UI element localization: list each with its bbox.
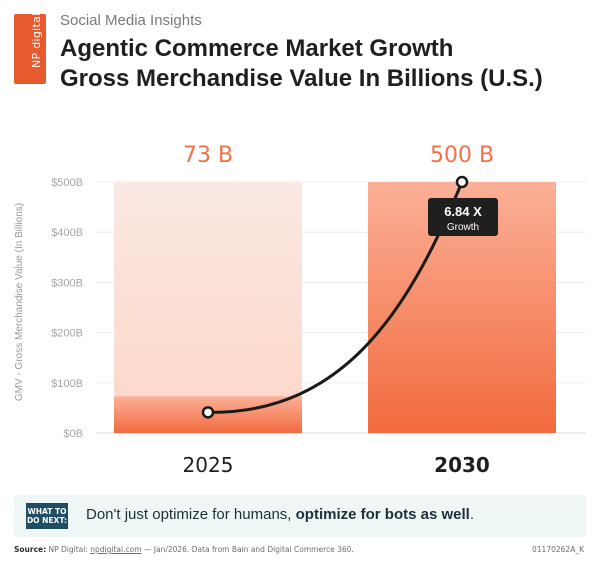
x-label-2025: 2025 bbox=[183, 453, 234, 477]
y-axis-ticks: $0B $100B $200B $300B $400B $500B bbox=[51, 177, 83, 440]
what-to-do-next-box: WHAT TO DO NEXT: Don't just optimize for… bbox=[14, 495, 586, 537]
document-code: 01170262A_K bbox=[532, 545, 584, 554]
value-labels: 73 B 500 B bbox=[183, 143, 494, 168]
np-digital-logo: NP digital bbox=[14, 12, 46, 84]
title-line-2: Gross Merchandise Value In Billions (U.S… bbox=[60, 65, 543, 92]
kicker: Social Media Insights bbox=[60, 12, 202, 29]
y-axis-label: GMV - Gross Merchandise Value (In Billio… bbox=[14, 203, 25, 401]
tip-suffix: . bbox=[469, 506, 474, 523]
tip-prefix: Don't just optimize for humans, bbox=[86, 506, 296, 523]
bar-chart: $0B $100B $200B $300B $400B $500B 73 B 500 B 2… bbox=[14, 143, 586, 477]
y-tick-label: $500B bbox=[51, 177, 83, 189]
source-link[interactable]: npdigital.com bbox=[90, 545, 142, 554]
y-tick-label: $300B bbox=[51, 277, 83, 289]
x-axis-labels: 2025 2030 bbox=[183, 453, 490, 477]
growth-annotation: 6.84 X Growth bbox=[201, 175, 498, 419]
title-line-1: Agentic Commerce Market Growth bbox=[60, 35, 454, 62]
source-rest: Data from Bain and Digital Commerce 360. bbox=[189, 545, 354, 554]
y-tick-label: $400B bbox=[51, 227, 83, 239]
growth-text: Growth bbox=[447, 222, 479, 233]
source-label: Source: bbox=[14, 545, 47, 554]
growth-point-start bbox=[201, 406, 215, 419]
value-label-2025: 73 B bbox=[183, 143, 233, 168]
source-org: NP Digital: bbox=[48, 545, 88, 554]
tip-text: Don't just optimize for humans, optimize… bbox=[86, 506, 474, 523]
bar-background-2025 bbox=[114, 182, 302, 433]
page-title: Agentic Commerce Market Growth Gross Mer… bbox=[60, 34, 543, 94]
source-date: — Jan/2026. bbox=[141, 545, 190, 554]
y-tick-label: $100B bbox=[51, 378, 83, 390]
growth-callout bbox=[428, 198, 498, 236]
logo-text: NP digital bbox=[30, 12, 43, 68]
chart-area: $0B $100B $200B $300B $400B $500B 73 B 500 B 2… bbox=[0, 120, 600, 480]
growth-point-end bbox=[455, 175, 469, 189]
what-to-do-next-badge: WHAT TO DO NEXT: bbox=[26, 503, 68, 529]
growth-value: 6.84 X bbox=[444, 204, 482, 219]
y-tick-label: $200B bbox=[51, 328, 83, 340]
value-label-2030: 500 B bbox=[430, 143, 494, 168]
x-label-2030: 2030 bbox=[434, 453, 490, 477]
tip-bold: optimize for bots as well bbox=[295, 506, 470, 523]
y-tick-label: $0B bbox=[63, 428, 83, 440]
source-note: Source: NP Digital: npdigital.com — Jan/… bbox=[14, 545, 354, 554]
